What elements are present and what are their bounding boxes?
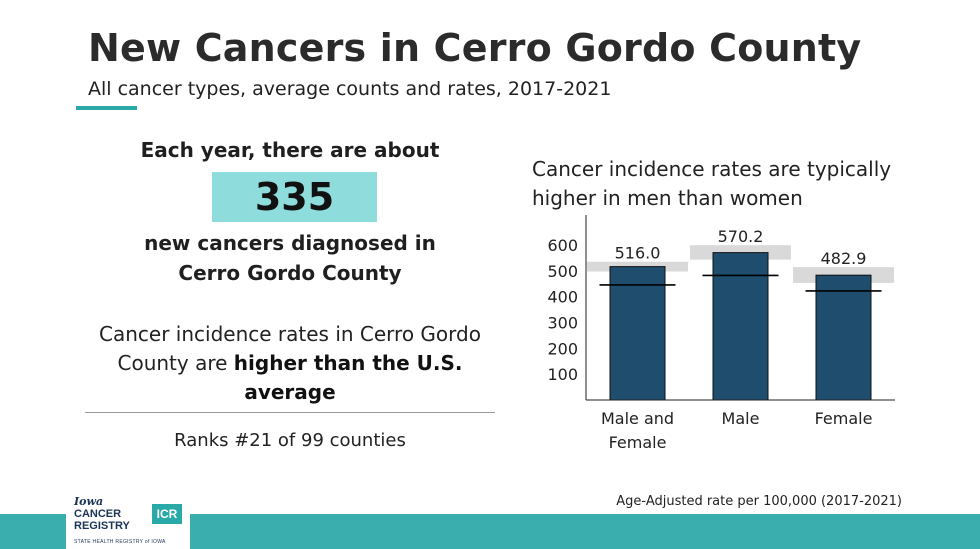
data-label: 482.9: [821, 249, 867, 268]
logo-tagline: STATE HEALTH REGISTRY of IOWA: [74, 539, 166, 545]
divider: [85, 412, 495, 413]
each-year-label: Each year, there are about: [140, 138, 440, 162]
x-tick-label-line: Male: [722, 409, 760, 428]
y-tick-label: 600: [547, 236, 578, 255]
bar: [815, 274, 872, 401]
logo-line-3: REGISTRY: [74, 520, 130, 532]
y-tick-label: 300: [547, 313, 578, 332]
y-tick-label: 200: [547, 339, 578, 358]
county-rank: Ranks #21 of 99 counties: [174, 430, 406, 451]
incidence-bar-chart: 516.0 570.2 482.9 100 200 300 400 500 600 Male an…: [547, 215, 895, 452]
diagnosed-text: new cancers diagnosed in Cerro Gordo Cou…: [110, 228, 470, 288]
bar: [609, 266, 666, 401]
new-cancer-count: 335: [212, 172, 377, 222]
comparison-prefix: Cancer incidence rates in Cerro Gordo Co…: [99, 322, 481, 375]
y-tick-label: 100: [547, 365, 578, 384]
page-subtitle: All cancer types, average counts and rat…: [88, 78, 612, 100]
comparison-emphasis: higher than the U.S. average: [233, 351, 463, 404]
logo-line-1: Iowa: [74, 495, 104, 508]
x-tick-label-line: Female: [815, 409, 873, 428]
iowa-cancer-registry-logo: Iowa CANCER REGISTRY ICR STATE HEALTH RE…: [66, 492, 190, 549]
logo-line-2: CANCER: [74, 508, 122, 520]
bar: [712, 252, 769, 401]
y-tick-label: 400: [547, 288, 578, 307]
data-label: 516.0: [615, 244, 661, 263]
chart-caption: Cancer incidence rates are typically hig…: [532, 157, 892, 210]
x-tick-label-line: Male and: [601, 409, 674, 428]
page-title: New Cancers in Cerro Gordo County: [88, 26, 862, 70]
y-tick-label: 500: [547, 262, 578, 281]
footnote: Age-Adjusted rate per 100,000 (2017-2021…: [616, 494, 902, 509]
x-tick-label-line: Female: [609, 433, 667, 452]
x-tick-label: Male and Female: [601, 409, 674, 452]
logo-badge: ICR: [152, 504, 182, 524]
x-tick-label: Female: [815, 409, 873, 428]
title-accent-line: [76, 106, 137, 110]
logo-wordmark: Iowa CANCER REGISTRY: [74, 495, 130, 533]
data-label: 570.2: [718, 227, 764, 246]
diagnosed-line-1: new cancers diagnosed in: [144, 231, 436, 255]
diagnosed-line-2: Cerro Gordo County: [178, 261, 402, 285]
comparison-text: Cancer incidence rates in Cerro Gordo Co…: [95, 320, 485, 407]
x-tick-label: Male: [722, 409, 760, 428]
